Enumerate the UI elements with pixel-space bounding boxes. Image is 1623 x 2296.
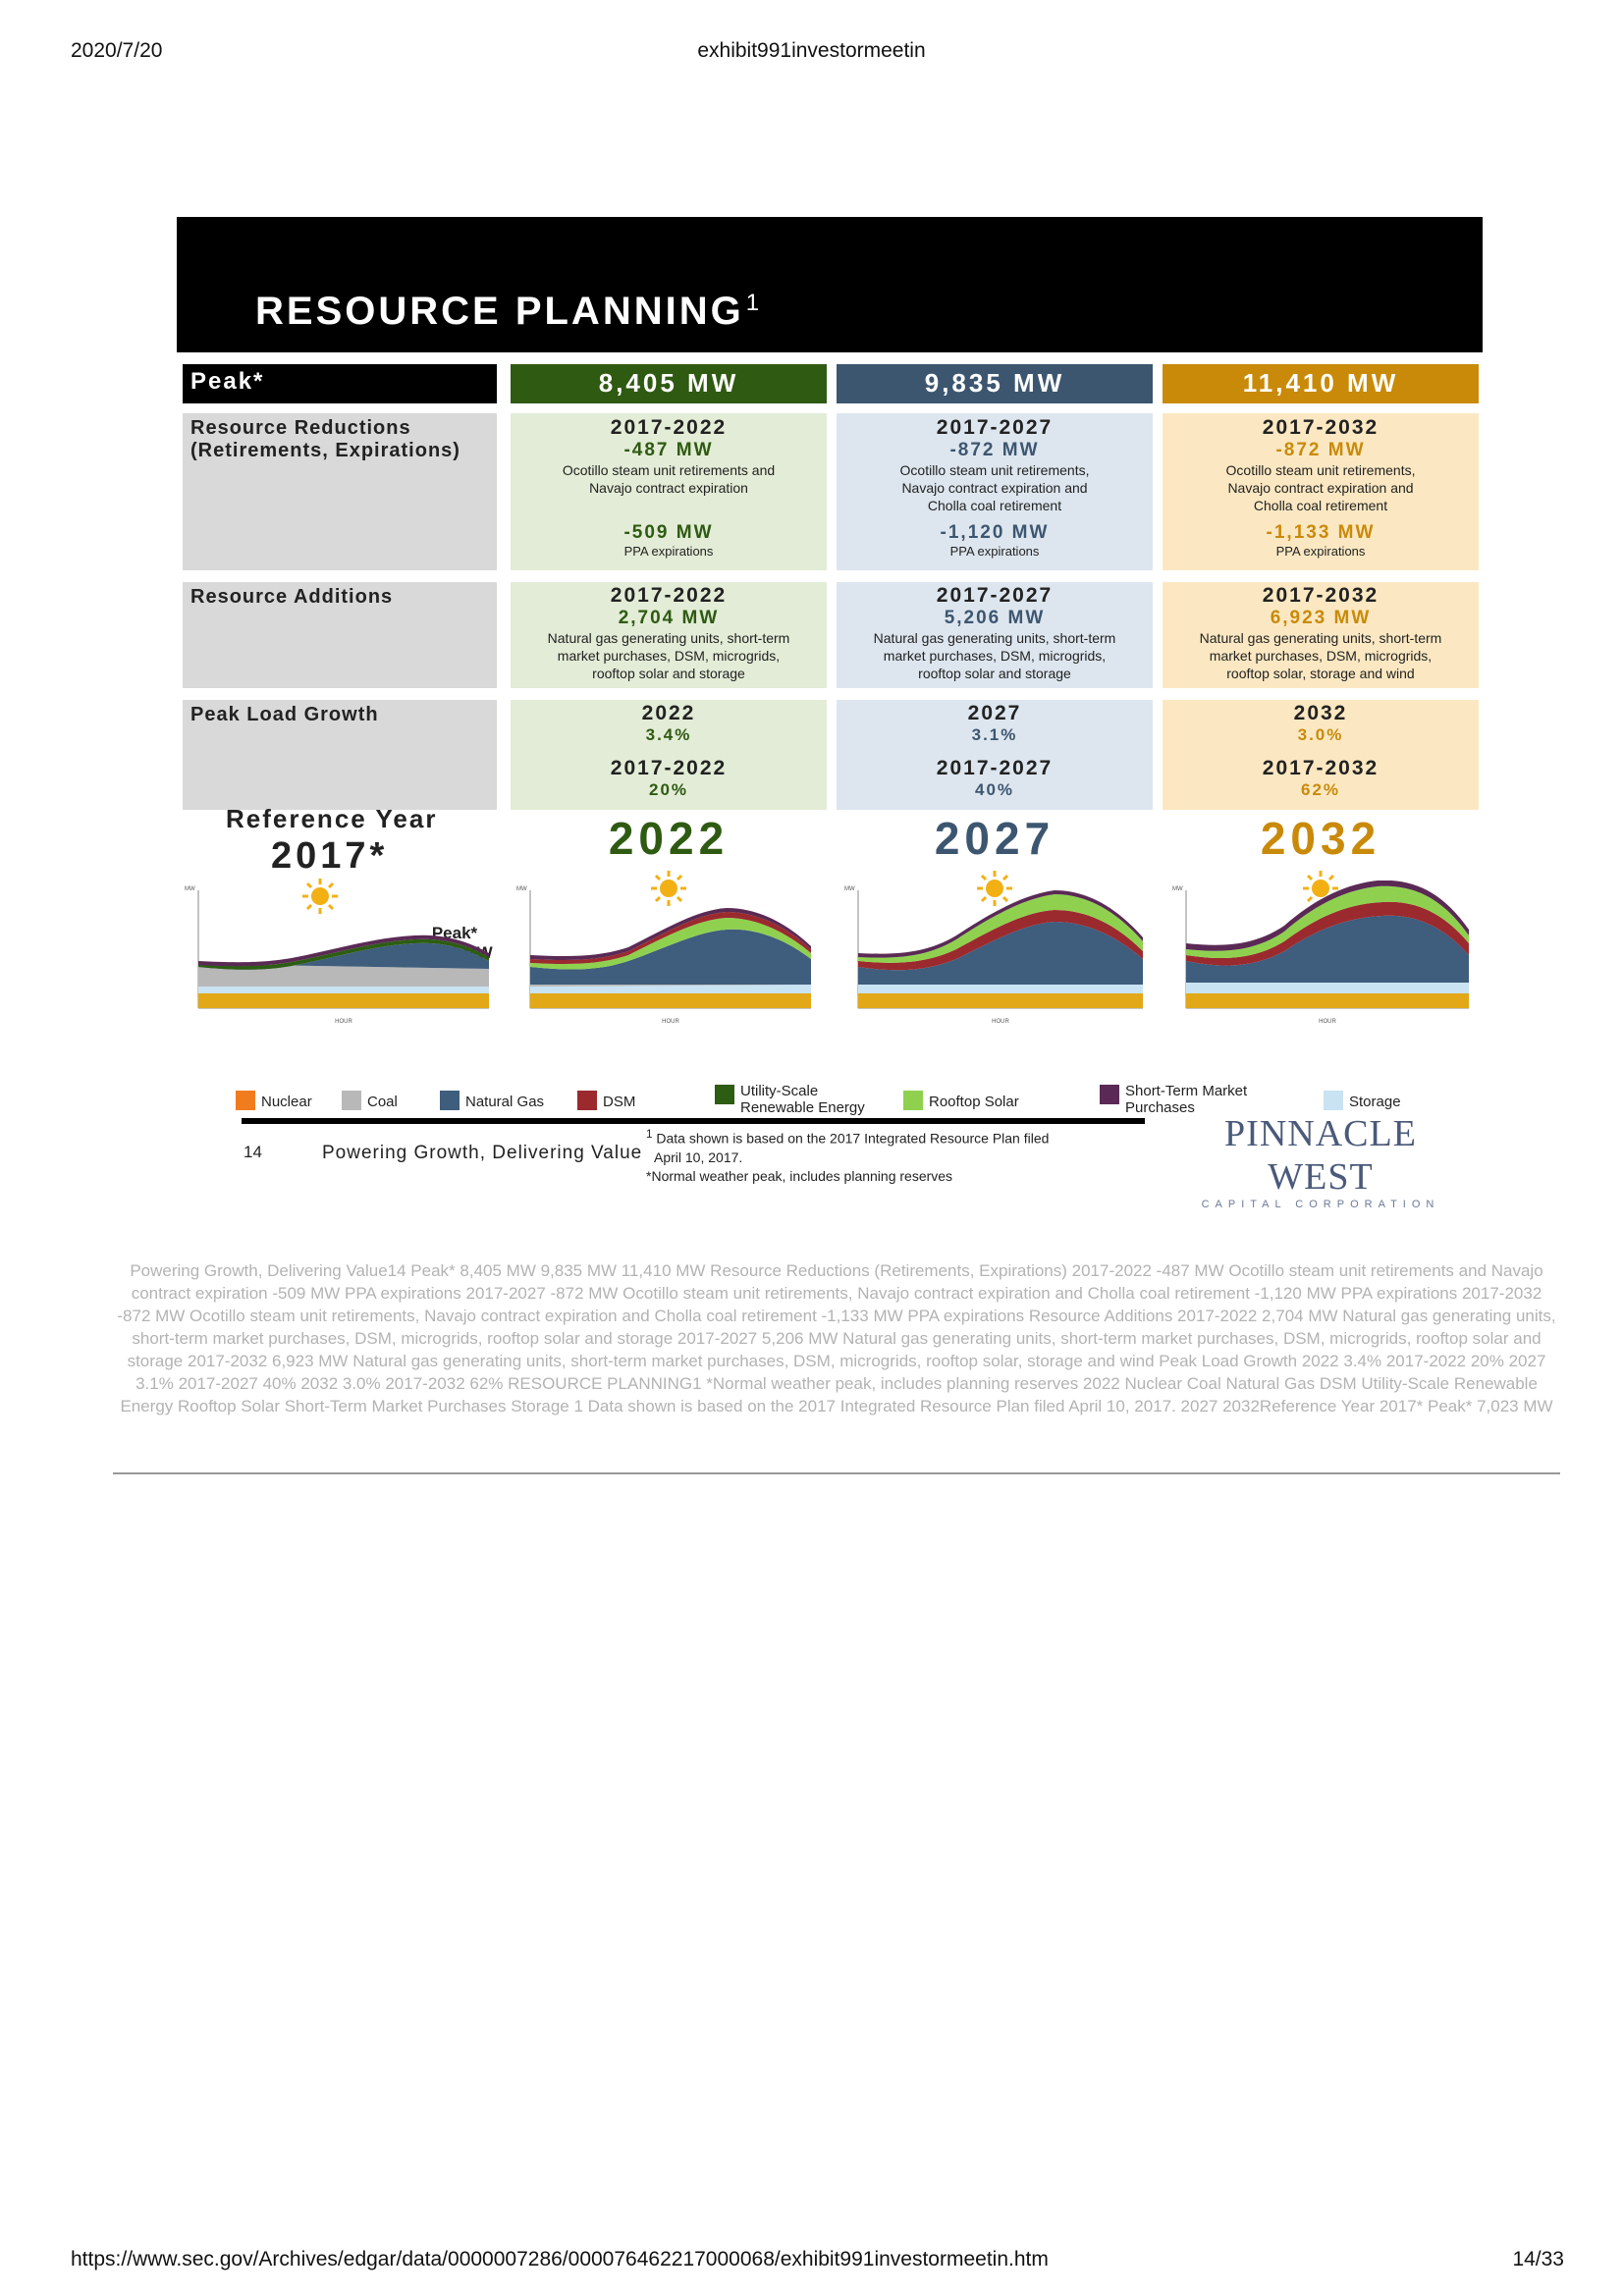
growth-2022: 2022 3.4% 2017-2022 20% (511, 700, 827, 810)
short-term-swatch (1100, 1085, 1119, 1104)
legend-coal: Coal (342, 1091, 398, 1110)
pinnacle-west-logo: PINNACLE WEST CAPITAL CORPORATION (1201, 1113, 1440, 1210)
big-year-2022: 2022 (608, 813, 730, 864)
svg-text:HOUR: HOUR (992, 1019, 1009, 1025)
reductions-row-label: Resource Reductions (Retirements, Expira… (183, 413, 497, 570)
growth-2032: 2032 3.0% 2017-2032 62% (1163, 700, 1479, 810)
growth-2027: 2027 3.1% 2017-2027 40% (837, 700, 1153, 810)
coal-swatch (342, 1091, 361, 1110)
additions-row-label: Resource Additions (183, 582, 497, 688)
chart-2017: MW HOUR (185, 886, 489, 1025)
additions-2022: 2017-2022 2,704 MW Natural gas generatin… (511, 582, 827, 688)
chart-2032: MW HOUR (1172, 881, 1469, 1025)
svg-text:HOUR: HOUR (1319, 1019, 1336, 1025)
reductions-2032: 2017-2032 -872 MW Ocotillo steam unit re… (1163, 413, 1479, 570)
sun-icon (651, 871, 686, 906)
svg-text:HOUR: HOUR (662, 1019, 679, 1025)
slide-footnotes: 1 Data shown is based on the 2017 Integr… (646, 1128, 1050, 1184)
legend-short-term: Short-Term Market Purchases (1100, 1083, 1247, 1116)
additions-2027: 2017-2027 5,206 MW Natural gas generatin… (837, 582, 1153, 688)
big-year-2032: 2032 (1260, 813, 1381, 864)
legend-natural-gas: Natural Gas (440, 1091, 544, 1110)
peak-row-label: Peak* (183, 364, 497, 403)
print-doc-title: exhibit991investormeetin (697, 39, 926, 62)
utility-scale-swatch (715, 1085, 734, 1104)
dsm-swatch (577, 1091, 597, 1110)
slide: RESOURCE PLANNING1 Peak* 8,405 MW 9,835 … (177, 217, 1483, 1210)
legend-dsm: DSM (577, 1091, 635, 1110)
source-url[interactable]: https://www.sec.gov/Archives/edgar/data/… (71, 2248, 1049, 2270)
svg-text:MW: MW (844, 886, 855, 892)
reference-year-value: 2017* (271, 835, 389, 877)
slide-tagline: Powering Growth, Delivering Value (322, 1143, 643, 1163)
sun-icon (977, 871, 1012, 906)
growth-row-label: Peak Load Growth (183, 700, 497, 810)
footer-rule (242, 1118, 1145, 1124)
natural-gas-swatch (440, 1091, 460, 1110)
peak-mw-2022: 8,405 MW (511, 364, 827, 403)
peak-mw-2032: 11,410 MW (1163, 364, 1479, 403)
svg-text:HOUR: HOUR (335, 1019, 352, 1025)
reference-year-label: Reference Year (226, 804, 438, 833)
big-year-2027: 2027 (934, 813, 1055, 864)
reductions-2022: 2017-2022 -487 MW Ocotillo steam unit re… (511, 413, 827, 570)
additions-2032: 2017-2032 6,923 MW Natural gas generatin… (1163, 582, 1479, 688)
load-charts: MW HOUR MW HOUR MW (185, 881, 1469, 1025)
nuclear-swatch (236, 1091, 255, 1110)
svg-text:MW: MW (1172, 886, 1183, 892)
svg-text:MW: MW (185, 886, 195, 892)
chart-2027: MW HOUR (844, 886, 1143, 1025)
page-counter: 14/33 (1512, 2248, 1564, 2270)
divider (113, 1472, 1560, 1474)
reductions-2027: 2017-2027 -872 MW Ocotillo steam unit re… (837, 413, 1153, 570)
extracted-text: Powering Growth, Delivering Value14 Peak… (117, 1261, 1556, 1415)
chart-2022: MW HOUR (516, 886, 811, 1025)
legend-rooftop-solar: Rooftop Solar (903, 1091, 1019, 1110)
legend-nuclear: Nuclear (236, 1091, 312, 1110)
legend-utility-scale: Utility-Scale Renewable Energy (715, 1083, 865, 1116)
print-date: 2020/7/20 (71, 39, 163, 62)
sun-icon (302, 879, 338, 914)
peak-mw-2027: 9,835 MW (837, 364, 1153, 403)
title-banner: RESOURCE PLANNING1 (177, 217, 1483, 352)
slide-page-number: 14 (243, 1143, 262, 1161)
svg-text:MW: MW (516, 886, 527, 892)
rooftop-solar-swatch (903, 1091, 923, 1110)
storage-swatch (1324, 1091, 1343, 1110)
legend-storage: Storage (1324, 1091, 1401, 1110)
slide-title: RESOURCE PLANNING1 (255, 290, 763, 333)
